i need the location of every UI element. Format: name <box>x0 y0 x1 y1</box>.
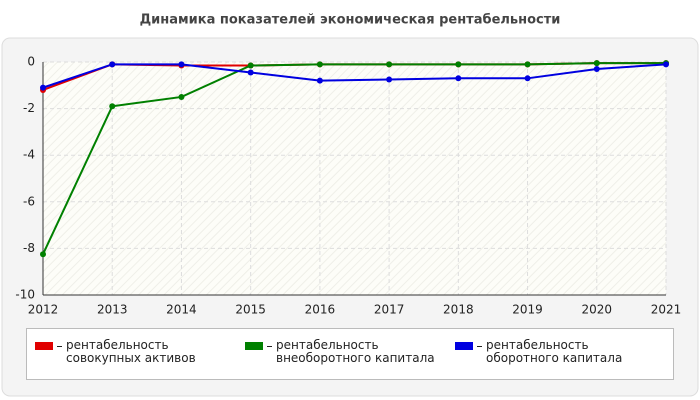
point <box>663 61 669 68</box>
point <box>316 61 323 68</box>
y-tick-label: -4 <box>23 148 35 162</box>
legend-dash <box>57 346 62 347</box>
y-tick-label: -8 <box>23 241 35 255</box>
x-tick-label: 2018 <box>443 303 474 317</box>
series-line <box>42 63 667 89</box>
legend-item: рентабельность оборотного капитала <box>455 339 665 379</box>
y-tick-label: -2 <box>23 101 35 115</box>
legend-label: рентабельность оборотного капитала <box>486 338 623 365</box>
point <box>386 61 393 68</box>
x-tick-label: 2014 <box>166 303 197 317</box>
point <box>40 84 46 91</box>
point <box>524 75 531 82</box>
x-tick-label: 2019 <box>512 303 543 317</box>
x-tick-label: 2016 <box>305 303 336 317</box>
series-line <box>42 62 666 255</box>
x-tick-label: 2020 <box>582 303 613 317</box>
x-tick-label: 2013 <box>97 303 128 317</box>
legend-item: рентабельность совокупных активов <box>35 339 245 379</box>
legend-item: рентабельность внеоборотного капитала <box>245 339 455 379</box>
point <box>455 75 462 82</box>
legend-swatch <box>35 342 53 350</box>
point <box>386 76 393 83</box>
x-tick-label: 2017 <box>374 303 405 317</box>
point <box>40 251 46 258</box>
y-tick-label: -6 <box>23 194 35 208</box>
point <box>593 65 600 72</box>
point <box>109 61 116 68</box>
point <box>178 93 185 100</box>
point <box>178 61 185 68</box>
point <box>109 103 116 110</box>
y-tick-label: -10 <box>15 288 35 302</box>
point <box>247 62 254 69</box>
point <box>316 77 323 84</box>
point <box>247 69 254 76</box>
y-tick-label: 0 <box>27 55 35 69</box>
plot-area <box>43 62 666 295</box>
x-tick-label: 2021 <box>651 303 682 317</box>
point <box>455 61 462 68</box>
point <box>593 60 600 67</box>
legend-label: рентабельность внеоборотного капитала <box>276 338 435 365</box>
legend-swatch <box>455 342 473 350</box>
legend-label: рентабельность совокупных активов <box>66 338 196 365</box>
point <box>524 61 531 68</box>
chart-title: Динамика показателей экономическая рента… <box>140 13 561 28</box>
legend: рентабельность совокупных активов рентабе… <box>26 328 674 380</box>
legend-dash <box>477 346 482 347</box>
x-tick-label: 2012 <box>28 303 59 317</box>
legend-dash <box>267 346 272 347</box>
x-tick-label: 2015 <box>235 303 266 317</box>
legend-swatch <box>245 342 263 350</box>
